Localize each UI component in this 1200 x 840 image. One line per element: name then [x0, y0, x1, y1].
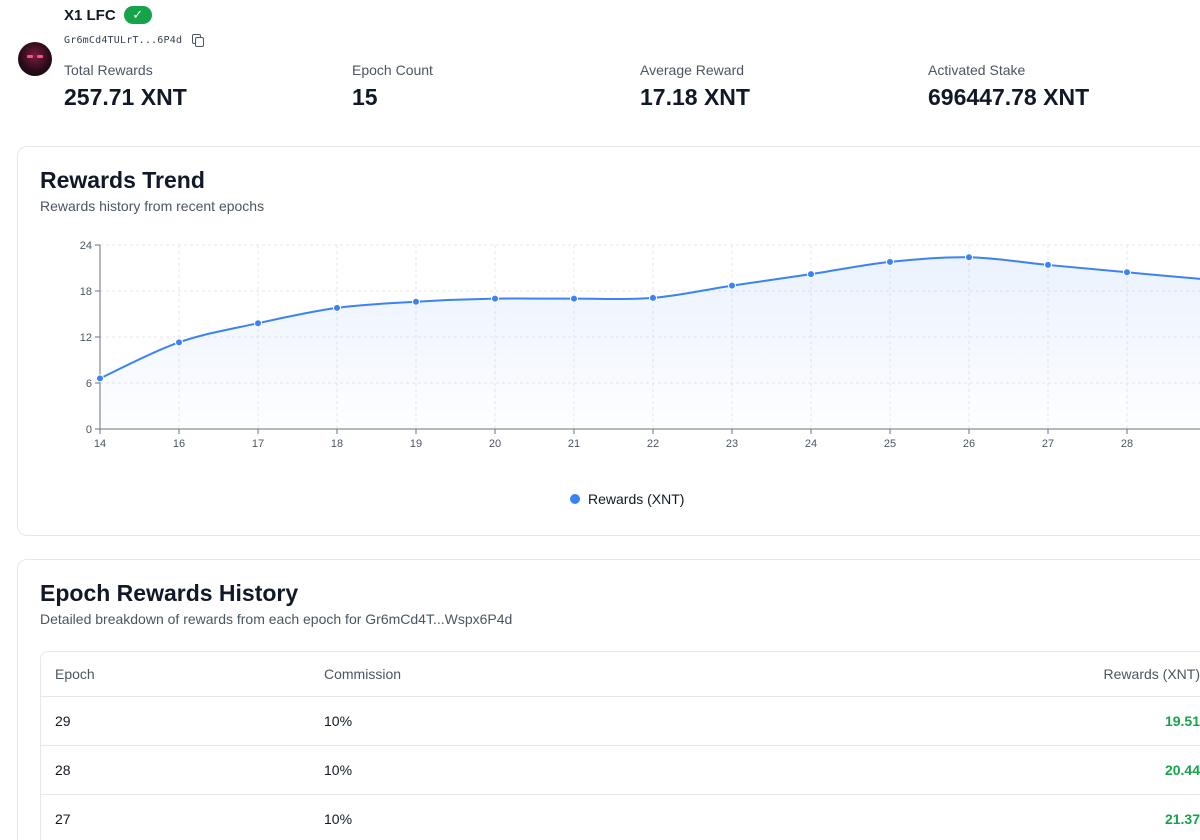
cell-commission: 10%: [324, 811, 353, 827]
x-tick-label: 26: [963, 438, 975, 450]
stat-label: Total Rewards: [64, 62, 153, 78]
x-tick-label: 23: [726, 438, 738, 450]
stat-label: Activated Stake: [928, 62, 1026, 78]
column-header-epoch[interactable]: Epoch: [55, 666, 95, 682]
avatar-eye-right: [37, 55, 43, 58]
data-point: [649, 293, 657, 302]
legend-label: Rewards (XNT): [588, 491, 685, 507]
validator-address: Gr6mCd4TULrT...6P4d: [64, 34, 183, 46]
stat-value: 15: [352, 84, 378, 110]
data-point: [412, 297, 420, 306]
cell-rewards: 19.51: [1164, 713, 1200, 729]
y-tick-label: 18: [80, 286, 92, 298]
cell-epoch: 29: [55, 713, 71, 729]
stat-label: Epoch Count: [352, 62, 433, 78]
y-tick-label: 12: [80, 332, 92, 344]
stat-label: Average Reward: [640, 62, 745, 78]
rewards-trend-title: Rewards Trend: [40, 167, 205, 193]
epoch-history-card: Epoch Rewards History Detailed breakdown…: [17, 559, 1200, 840]
data-point: [570, 294, 578, 303]
x-tick-label: 28: [1121, 438, 1133, 450]
stat-total-rewards: Total Rewards 257.71 XNT: [64, 62, 187, 111]
verified-badge-icon: ✓: [123, 6, 152, 24]
cell-epoch: 28: [55, 762, 71, 778]
epoch-history-subtitle: Detailed breakdown of rewards from each …: [40, 611, 513, 627]
column-header-commission[interactable]: Commission: [324, 666, 402, 682]
cell-commission: 10%: [324, 762, 353, 778]
legend-dot-icon: [570, 494, 580, 504]
x-tick-label: 22: [647, 438, 659, 450]
avatar-eye-left: [27, 55, 33, 58]
validator-name-row: X1 LFC ✓: [64, 6, 152, 24]
epoch-history-title: Epoch Rewards History: [40, 580, 299, 606]
data-point: [491, 294, 499, 303]
stat-value: 17.18 XNT: [640, 84, 750, 110]
y-tick-label: 0: [86, 424, 92, 436]
cell-rewards: 21.37: [1164, 811, 1200, 827]
x-tick-label: 20: [489, 438, 501, 450]
validator-avatar: [18, 42, 52, 76]
series-area-fill: [100, 257, 1200, 429]
stat-average-reward: Average Reward 17.18 XNT: [640, 62, 750, 111]
cell-commission: 10%: [324, 713, 353, 729]
data-point: [728, 281, 736, 290]
data-point: [96, 374, 104, 383]
stat-value: 257.71 XNT: [64, 84, 187, 110]
data-point: [1044, 260, 1052, 269]
chart-legend[interactable]: Rewards (XNT): [570, 491, 684, 507]
rewards-trend-subtitle: Rewards history from recent epochs: [40, 198, 265, 214]
table-row[interactable]: 29 10% 19.51: [41, 697, 1200, 746]
x-tick-label: 17: [252, 438, 264, 450]
rewards-trend-card: Rewards Trend Rewards history from recen…: [17, 146, 1200, 536]
epoch-rewards-table: Epoch Commission Rewards (XNT) 29 10% 19…: [40, 651, 1200, 840]
cell-rewards: 20.44: [1164, 762, 1200, 778]
y-tick-label: 6: [86, 378, 92, 390]
x-tick-label: 21: [568, 438, 580, 450]
x-tick-label: 16: [173, 438, 185, 450]
stat-epoch-count: Epoch Count 15: [352, 62, 433, 111]
data-point: [965, 253, 973, 262]
x-tick-label: 18: [331, 438, 343, 450]
data-point: [1123, 268, 1131, 277]
data-point: [254, 319, 262, 328]
x-tick-label: 24: [805, 438, 817, 450]
stat-activated-stake: Activated Stake 696447.78 XNT: [928, 62, 1089, 111]
x-tick-label: 25: [884, 438, 896, 450]
x-tick-label: 14: [94, 438, 106, 450]
y-tick-label: 24: [80, 240, 92, 252]
copy-icon[interactable]: [192, 34, 205, 47]
data-point: [886, 257, 894, 266]
x-tick-label: 19: [410, 438, 422, 450]
table-row[interactable]: 28 10% 20.44: [41, 746, 1200, 795]
data-point: [807, 270, 815, 279]
validator-address-row: Gr6mCd4TULrT...6P4d: [64, 34, 205, 47]
x-tick-label: 27: [1042, 438, 1054, 450]
table-header-row: Epoch Commission Rewards (XNT): [41, 652, 1200, 697]
column-header-rewards[interactable]: Rewards (XNT): [1103, 666, 1200, 682]
cell-epoch: 27: [55, 811, 71, 827]
data-point: [175, 338, 183, 347]
data-point: [333, 303, 341, 312]
table-row[interactable]: 27 10% 21.37: [41, 795, 1200, 840]
rewards-trend-chart[interactable]: 06121824141617181920212223242526272829: [18, 147, 1200, 537]
validator-name: X1 LFC: [64, 6, 116, 24]
stat-value: 696447.78 XNT: [928, 84, 1090, 110]
